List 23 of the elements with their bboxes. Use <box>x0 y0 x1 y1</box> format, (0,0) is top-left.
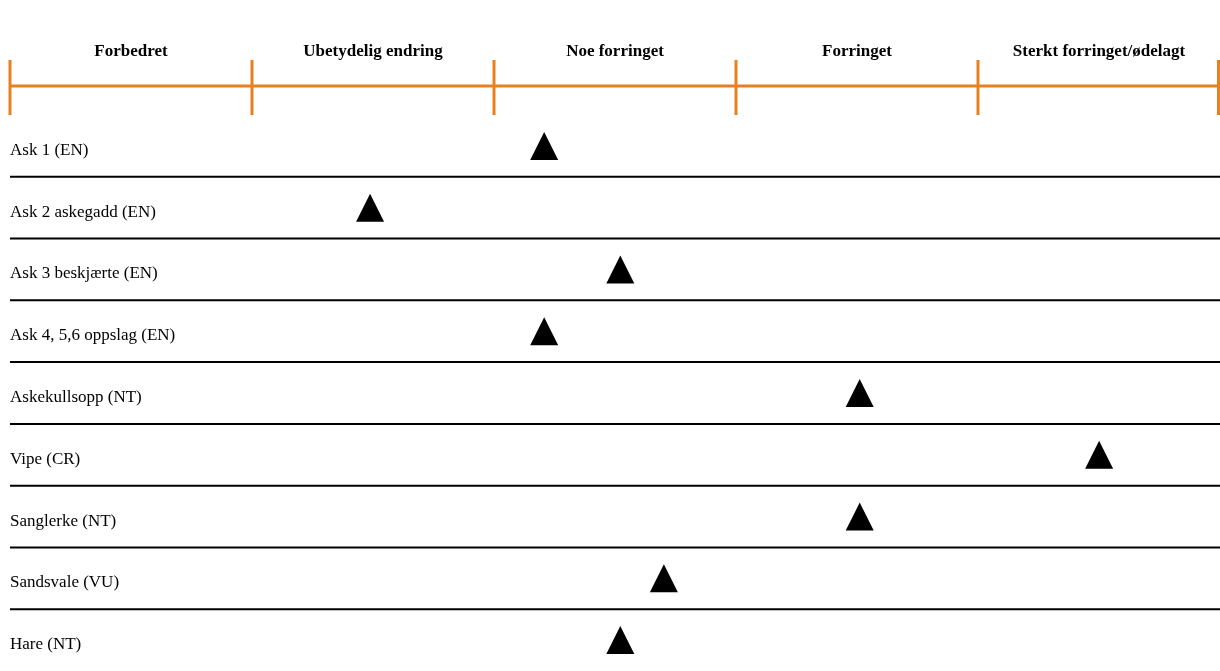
y-tick-label: Ask 4, 5,6 oppslag (EN) <box>10 325 176 345</box>
point <box>606 626 635 655</box>
y-tick-label: Askekullsopp (NT) <box>10 387 142 406</box>
text: Ubetydelig endring <box>303 41 444 60</box>
y-tick-label: Ask 1 (EN) <box>10 139 89 159</box>
point <box>845 502 874 531</box>
point <box>845 379 874 407</box>
y-tick-label: Hare (NT) <box>10 634 82 654</box>
text: Forringet <box>822 41 893 60</box>
text: Forbedret <box>94 41 168 60</box>
y-tick-label: Ask 3 beskjærte (EN) <box>10 263 158 283</box>
point <box>530 131 559 160</box>
y-tick-label: Ask 2 askegadd (EN) <box>10 201 156 221</box>
point <box>606 255 635 284</box>
text: Noe forringet <box>566 41 665 60</box>
point <box>1085 440 1114 469</box>
y-tick-label: Sandsvale (VU) <box>10 572 120 592</box>
point <box>530 317 559 346</box>
y-tick-label: Vipe (CR) <box>10 448 81 468</box>
y-tick-label: Sanglerke (NT) <box>10 510 117 530</box>
point <box>649 564 678 593</box>
text: Sterkt forringet/ødelagt <box>1012 41 1186 60</box>
point <box>356 193 385 222</box>
